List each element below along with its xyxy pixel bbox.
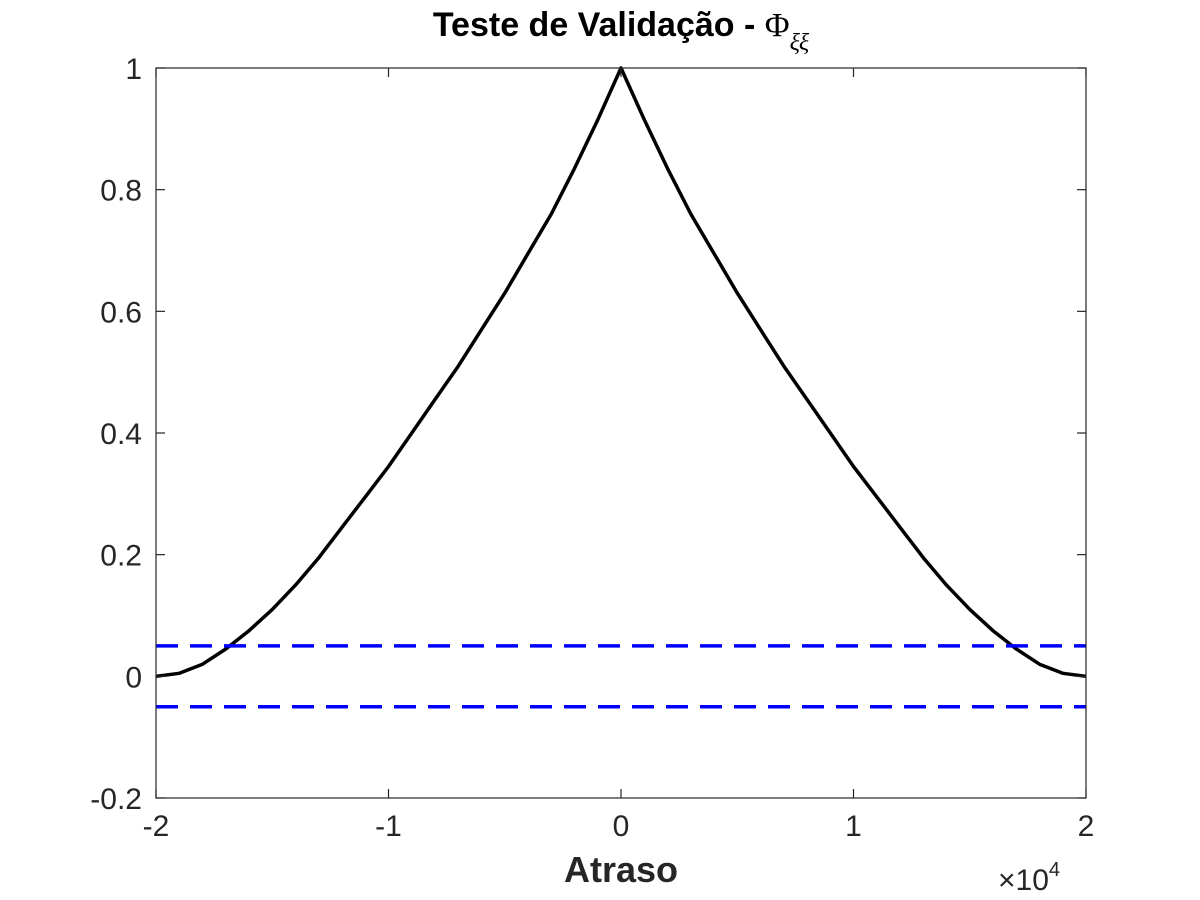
x-tick-label: 1 xyxy=(845,810,862,843)
tick-labels-layer: -2 -1 0 1 2 -0.2 0 0.2 0.4 0.6 0.8 1 xyxy=(90,53,1094,843)
x-axis-multiplier-exponent: 4 xyxy=(1049,859,1060,881)
y-tick-label: 0.4 xyxy=(100,418,142,451)
y-tick-label: 0.8 xyxy=(100,175,142,208)
y-tick-label: 0.2 xyxy=(100,540,142,573)
x-axis-multiplier-base: ×10 xyxy=(998,864,1049,897)
x-tick-label: 2 xyxy=(1078,810,1095,843)
y-tick-label: 0.6 xyxy=(100,296,142,329)
x-axis-multiplier: ×104 xyxy=(998,859,1060,897)
x-axis-label: Atraso xyxy=(564,849,678,890)
y-tick-label: 1 xyxy=(125,53,142,86)
x-tick-label: 0 xyxy=(613,810,630,843)
plot-background xyxy=(156,68,1086,798)
chart-title-symbol: Φ xyxy=(765,7,790,44)
chart-title-subscript: ξξ xyxy=(790,30,810,56)
y-tick-label: 0 xyxy=(125,661,142,694)
x-tick-label: -1 xyxy=(375,810,402,843)
chart-title-text: Teste de Validação - xyxy=(433,6,765,44)
chart-title: Teste de Validação - Φξξ xyxy=(433,6,810,56)
x-tick-label: -2 xyxy=(143,810,170,843)
y-tick-label: -0.2 xyxy=(90,783,142,816)
ticks-layer xyxy=(155,67,1087,799)
